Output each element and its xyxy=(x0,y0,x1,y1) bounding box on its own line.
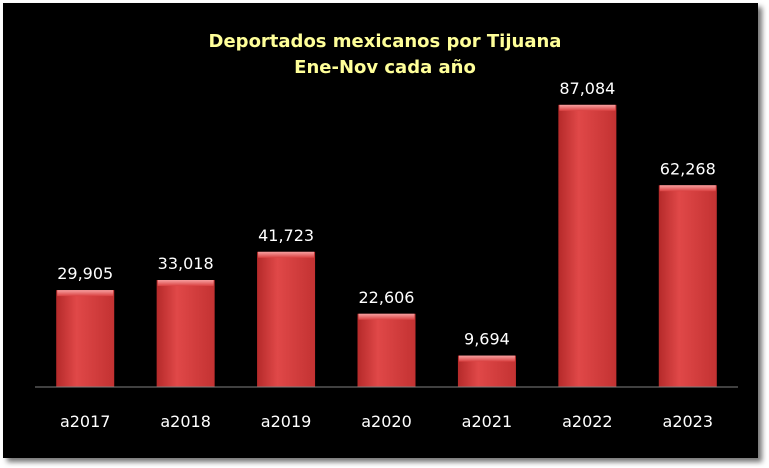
chart-title-line-2: Ene-Nov cada año xyxy=(294,57,476,78)
bar-a2017 xyxy=(56,290,115,387)
data-label-a2017: 29,905 xyxy=(57,264,113,283)
x-tick-label-a2019: a2019 xyxy=(261,412,312,431)
chart-frame: Deportados mexicanos por Tijuana Ene-Nov… xyxy=(3,3,758,458)
bar-cap-a2018 xyxy=(157,280,214,287)
bar-cap-a2022 xyxy=(559,104,616,111)
x-tick-labels-group: a2017 a2018 a2019 a2020 a2021 a2022 a2023 xyxy=(60,412,713,431)
bar-a2023 xyxy=(658,185,717,387)
data-labels-group: 29,905 33,018 41,723 22,606 9,694 87,084 62,26… xyxy=(57,79,716,349)
bar-cap-a2020 xyxy=(358,313,415,320)
x-tick-label-a2023: a2023 xyxy=(663,412,714,431)
x-tick-label-a2021: a2021 xyxy=(462,412,513,431)
chart-title-line-1: Deportados mexicanos por Tijuana xyxy=(209,31,562,52)
data-label-a2023: 62,268 xyxy=(660,159,716,178)
bar-a2020 xyxy=(357,313,416,387)
data-label-a2022: 87,084 xyxy=(559,79,615,98)
data-label-a2021: 9,694 xyxy=(464,330,510,349)
data-label-a2020: 22,606 xyxy=(359,288,415,307)
bars-group xyxy=(56,104,717,387)
x-tick-label-a2020: a2020 xyxy=(361,412,412,431)
bar-a2018 xyxy=(156,280,215,387)
bar-cap-a2019 xyxy=(258,251,315,258)
bar-a2022 xyxy=(558,104,617,387)
x-tick-label-a2017: a2017 xyxy=(60,412,111,431)
data-label-a2019: 41,723 xyxy=(258,226,314,245)
x-tick-label-a2022: a2022 xyxy=(562,412,613,431)
bar-a2019 xyxy=(257,251,316,387)
bar-cap-a2023 xyxy=(659,185,716,192)
bar-cap-a2021 xyxy=(458,355,515,362)
bar-cap-a2017 xyxy=(57,290,114,297)
bar-chart: Deportados mexicanos por Tijuana Ene-Nov… xyxy=(35,31,738,431)
x-tick-label-a2018: a2018 xyxy=(160,412,211,431)
data-label-a2018: 33,018 xyxy=(158,254,214,273)
